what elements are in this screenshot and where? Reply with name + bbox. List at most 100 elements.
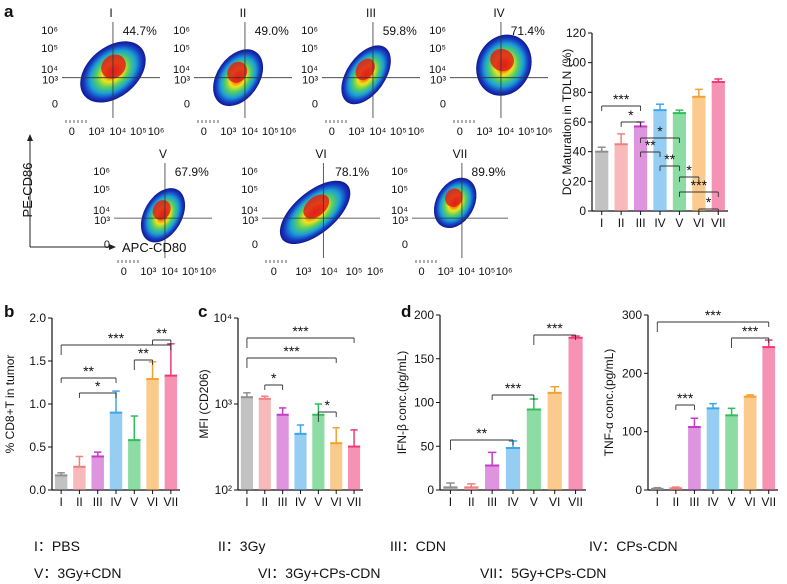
- y-tick-label: 2.0: [29, 311, 46, 325]
- bar-I: [54, 475, 68, 490]
- flow-x-tick: 10³: [348, 126, 364, 138]
- flow-plot-percent: 67.9%: [175, 165, 209, 179]
- x-tick-label: IV: [654, 216, 665, 230]
- flow-y-tick: 0: [104, 239, 110, 251]
- panel-label-c: c: [198, 302, 207, 321]
- x-tick-label: II: [673, 495, 680, 509]
- flow-x-tick: 0: [201, 126, 207, 138]
- y-tick-label: 0: [635, 483, 642, 497]
- flow-y-tick: 10⁶: [241, 166, 258, 178]
- flow-y-tick: 10⁵: [241, 184, 258, 196]
- x-tick-label: II: [261, 495, 268, 509]
- flow-y-tick: 10⁴: [391, 205, 408, 217]
- flow-y-tick: 10³: [302, 75, 318, 87]
- bar-VI: [743, 396, 757, 490]
- sig-stars: **: [645, 137, 656, 153]
- flow-y-tick: 10⁶: [41, 25, 58, 37]
- y-tick-label: 100: [622, 425, 642, 439]
- flow-y-tick: 10⁶: [391, 166, 408, 178]
- y-tick-label: 0: [579, 204, 586, 218]
- flow-y-tick: 0: [402, 239, 408, 251]
- flow-x-tick: 10⁴: [497, 126, 514, 138]
- bar-VII: [568, 337, 583, 490]
- panel-label-a: a: [4, 2, 14, 21]
- x-tick-label: IV: [295, 495, 306, 509]
- panel-label-b: b: [4, 302, 14, 321]
- flow-x-tick: 10³: [220, 126, 236, 138]
- y-tick-label: 0: [427, 483, 434, 497]
- sig-stars: ***: [292, 323, 309, 339]
- flow-x-tick: 10⁶: [280, 126, 297, 138]
- flow-y-tick: 10⁵: [173, 43, 190, 55]
- y-axis-label: % CD8+T in tumor: [3, 355, 17, 454]
- bar-VI: [692, 96, 706, 211]
- flow-y-tick: 10⁶: [93, 166, 110, 178]
- flow-y-tick: 10⁴: [173, 64, 190, 76]
- x-tick-label: VI: [693, 216, 704, 230]
- x-tick-label: VI: [147, 495, 158, 509]
- flow-x-tick: 0: [457, 126, 463, 138]
- legend-item-I: I：PBS: [34, 538, 80, 554]
- sig-stars: *: [325, 397, 331, 413]
- y-tick-label: 80: [573, 85, 587, 99]
- flow-x-tick: 10⁵: [346, 266, 363, 278]
- flow-y-tick: 10⁴: [429, 64, 446, 76]
- flow-axis-arrows: [27, 134, 116, 250]
- flow-y-tick: 10⁶: [173, 25, 190, 37]
- y-tick-label: 200: [414, 308, 434, 322]
- flow-y-axis-label: PE-CD86: [20, 163, 35, 218]
- flow-plot-percent: 49.0%: [255, 24, 289, 38]
- flow-y-tick: 10³: [42, 75, 58, 87]
- flow-x-tick: 10³: [140, 266, 156, 278]
- legend-item-III: III：CDN: [390, 538, 446, 554]
- x-tick-label: V: [728, 495, 736, 509]
- x-tick-label: IV: [507, 495, 518, 509]
- flow-x-tick: 10⁵: [390, 126, 407, 138]
- bar-VII: [762, 347, 776, 490]
- flow-y-tick: 0: [184, 99, 190, 111]
- flow-x-tick: 10³: [438, 266, 454, 278]
- x-tick-label: VII: [347, 495, 362, 509]
- flow-x-tick: 10⁵: [130, 126, 147, 138]
- flow-y-tick: 10⁴: [241, 205, 258, 217]
- flow-y-tick: 10³: [392, 215, 408, 227]
- bar-I: [240, 397, 253, 490]
- bar-III: [485, 465, 500, 490]
- bar-charts: 0 20 40 60 80 100 120 DC Maturation in TDLN (%)…: [3, 26, 778, 509]
- x-tick-label: III: [93, 495, 103, 509]
- sig-stars: ***: [742, 323, 759, 339]
- y-tick-label: 0.5: [29, 440, 46, 454]
- x-tick-label: VII: [711, 216, 726, 230]
- y-tick-label: 1.5: [29, 354, 46, 368]
- y-tick-label: 20: [573, 174, 587, 188]
- x-tick-label: V: [130, 495, 138, 509]
- y-tick-label: 40: [573, 145, 587, 159]
- bar-IV: [109, 412, 123, 490]
- bar-VI: [146, 379, 159, 490]
- flow-y-tick: 10⁵: [429, 43, 446, 55]
- density-core: [445, 188, 463, 207]
- x-tick-label: III: [487, 495, 497, 509]
- sig-stars: ***: [677, 390, 694, 406]
- bar-V: [526, 409, 541, 490]
- sig-stars: **: [156, 325, 167, 341]
- x-tick-label: IV: [110, 495, 121, 509]
- x-tick-label: III: [278, 495, 288, 509]
- bar-VII: [348, 446, 361, 490]
- flow-x-tick: 10⁴: [458, 266, 475, 278]
- bar-I: [595, 151, 609, 211]
- legend-item-II: II：3Gy: [218, 538, 265, 554]
- flow-y-tick: 0: [440, 99, 446, 111]
- sig-stars: **: [83, 363, 94, 379]
- x-tick-label: VII: [568, 495, 583, 509]
- flow-y-tick: 10⁵: [301, 43, 318, 55]
- flow-y-tick: 10⁶: [301, 25, 318, 37]
- x-tick-label: VI: [744, 495, 755, 509]
